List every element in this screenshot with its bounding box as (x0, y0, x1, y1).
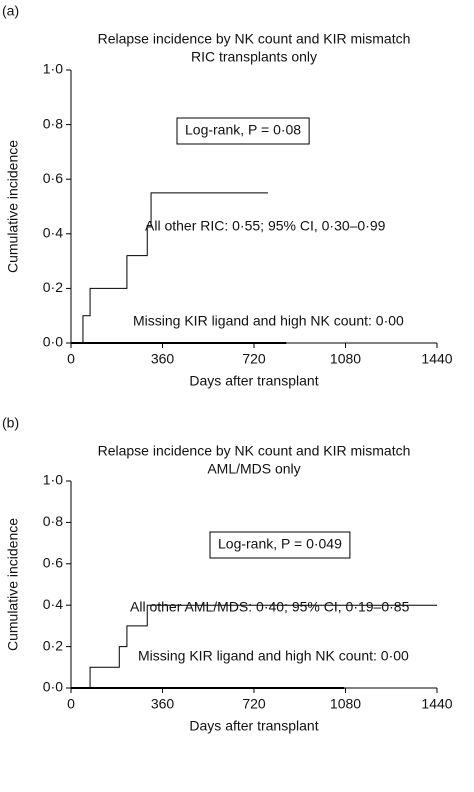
series-label: All other RIC: 0·55; 95% CI, 0·30–0·99 (145, 218, 386, 234)
panel-label: (a) (2, 3, 19, 19)
y-tick-label: 1·0 (43, 472, 63, 488)
chart-subtitle: RIC transplants only (191, 49, 317, 65)
y-tick-label: 0·8 (43, 115, 63, 131)
chart-title: Relapse incidence by NK count and KIR mi… (98, 443, 411, 459)
x-tick-label: 0 (67, 351, 75, 367)
x-axis-title: Days after transplant (189, 373, 318, 389)
x-tick-label: 720 (242, 696, 266, 712)
y-tick-label: 0·6 (43, 555, 63, 571)
annotation-box (176, 117, 310, 145)
axes (70, 70, 437, 344)
step-line (71, 192, 268, 344)
annotation-box (209, 531, 351, 559)
x-tick-label: 1440 (421, 351, 452, 367)
y-tick-label: 0·2 (43, 637, 63, 653)
panel-label: (b) (2, 415, 19, 431)
y-tick-label: 0·6 (43, 170, 63, 186)
y-tick-label: 0·2 (43, 279, 63, 295)
x-tick-label: 1080 (330, 696, 361, 712)
y-axis-title: Cumulative incidence (5, 140, 21, 273)
x-axis-title: Days after transplant (189, 718, 318, 734)
y-tick-label: 0·4 (43, 596, 63, 612)
series-label: All other AML/MDS: 0·40; 95% CI, 0·19–0·… (130, 599, 410, 615)
chart-subtitle: AML/MDS only (207, 461, 300, 477)
annotation: Log-rank, P = 0·049 (218, 536, 342, 552)
x-tick-label: 1080 (330, 351, 361, 367)
x-tick-label: 1440 (421, 696, 452, 712)
y-tick-label: 0·8 (43, 513, 63, 529)
annotation: Log-rank, P = 0·08 (185, 122, 301, 138)
x-tick-label: 720 (242, 351, 266, 367)
y-tick-label: 0·0 (43, 679, 63, 695)
y-axis-title: Cumulative incidence (5, 518, 21, 651)
x-tick-label: 0 (67, 696, 75, 712)
x-tick-label: 360 (151, 696, 175, 712)
y-tick-label: 1·0 (43, 61, 63, 77)
series-label: Missing KIR ligand and high NK count: 0·… (138, 648, 409, 664)
chart-title: Relapse incidence by NK count and KIR mi… (98, 31, 411, 47)
x-tick-label: 360 (151, 351, 175, 367)
y-tick-label: 0·0 (43, 334, 63, 350)
series-label: Missing KIR ligand and high NK count: 0·… (133, 313, 404, 329)
y-tick-label: 0·4 (43, 225, 63, 241)
step-line (71, 604, 437, 689)
